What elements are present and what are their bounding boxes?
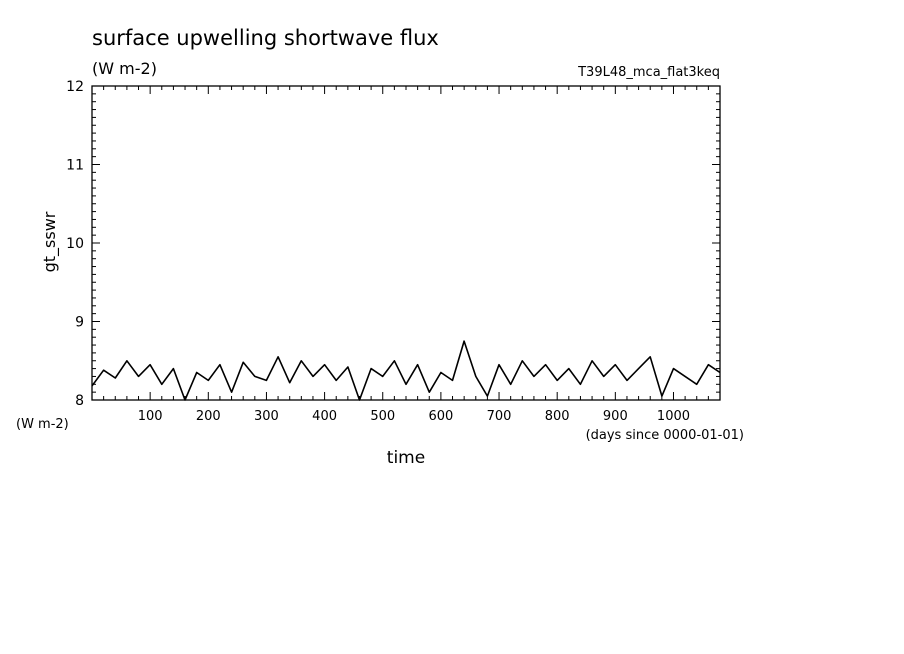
x-axis-label: time <box>387 448 425 468</box>
x-tick-label: 100 <box>138 409 163 424</box>
y-tick-label: 11 <box>66 158 84 174</box>
axis-ticks <box>92 86 720 400</box>
x-tick-label: 400 <box>312 409 337 424</box>
y-tick-label: 12 <box>66 79 84 95</box>
x-tick-label: 700 <box>487 409 512 424</box>
y-axis-label: gt_sswr <box>40 211 60 272</box>
chart-title: surface upwelling shortwave flux <box>92 26 439 50</box>
x-tick-label: 300 <box>254 409 279 424</box>
y-axis-units: (W m-2) <box>16 417 69 432</box>
y-tick-labels: 8 9 10 11 12 <box>66 79 84 409</box>
run-name: T39L48_mca_flat3keq <box>577 65 720 80</box>
title-units: (W m-2) <box>92 59 157 78</box>
y-tick-label: 9 <box>75 315 84 331</box>
x-tick-label: 900 <box>603 409 628 424</box>
series-line <box>91 340 721 401</box>
x-tick-labels: 100 200 300 400 500 600 700 800 900 1000 <box>138 409 690 424</box>
plot-frame <box>91 85 721 401</box>
x-tick-label: 200 <box>196 409 221 424</box>
x-tick-label: 1000 <box>657 409 690 424</box>
y-tick-label: 10 <box>66 236 84 252</box>
x-axis-units: (days since 0000-01-01) <box>586 428 744 443</box>
x-tick-label: 800 <box>545 409 570 424</box>
y-tick-label: 8 <box>75 393 84 409</box>
x-tick-label: 500 <box>370 409 395 424</box>
x-tick-label: 600 <box>428 409 453 424</box>
